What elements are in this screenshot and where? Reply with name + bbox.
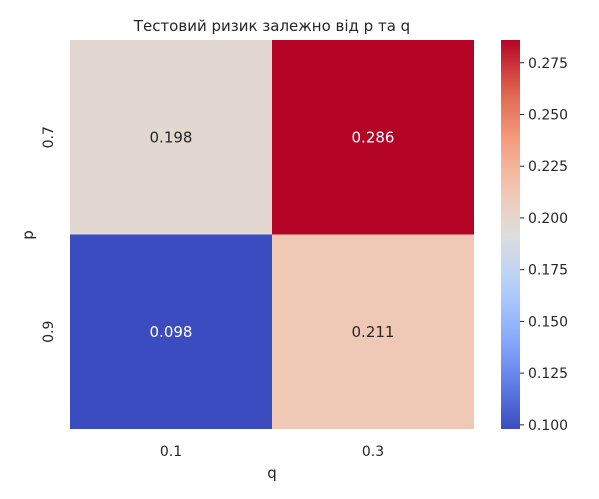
chart-title: Тестовий ризик залежно від p та q <box>133 17 410 35</box>
colorbar-tick-label: 0.275 <box>528 56 568 72</box>
heatmap-cell <box>272 40 474 235</box>
x-tick-label: 0.3 <box>362 444 384 460</box>
x-tick-label: 0.1 <box>160 444 182 460</box>
y-tick-label: 0.9 <box>41 321 57 343</box>
y-tick-label: 0.7 <box>41 126 57 148</box>
y-axis-ticks: 0.7 0.9 <box>41 126 57 343</box>
y-axis-label: p <box>19 230 37 240</box>
x-axis-label: q <box>267 464 277 482</box>
heatmap-cells <box>70 40 474 429</box>
cell-value-label: 0.211 <box>352 323 395 341</box>
cell-value-label: 0.098 <box>150 323 193 341</box>
heatmap-cell <box>70 40 272 235</box>
colorbar-tick-label: 0.100 <box>528 418 568 434</box>
heatmap-cell <box>272 234 474 429</box>
colorbar-tick-label: 0.150 <box>528 314 568 330</box>
heatmap-cell <box>70 234 272 429</box>
colorbar-tick-label: 0.175 <box>528 263 568 279</box>
colorbar-tick-label: 0.200 <box>528 211 568 227</box>
x-axis-ticks: 0.1 0.3 <box>160 444 384 460</box>
cell-value-label: 0.198 <box>150 128 193 146</box>
colorbar-tick-label: 0.125 <box>528 366 568 382</box>
colorbar-tick-label: 0.250 <box>528 107 568 123</box>
cell-value-label: 0.286 <box>352 128 395 146</box>
colorbar-ticks: 0.100 0.125 0.150 0.175 0.200 0.225 0.250 0.275 <box>520 56 568 434</box>
colorbar-tick-label: 0.225 <box>528 159 568 175</box>
heatmap-cell-labels: 0.198 0.286 0.098 0.211 <box>150 128 395 341</box>
colorbar <box>501 40 520 429</box>
